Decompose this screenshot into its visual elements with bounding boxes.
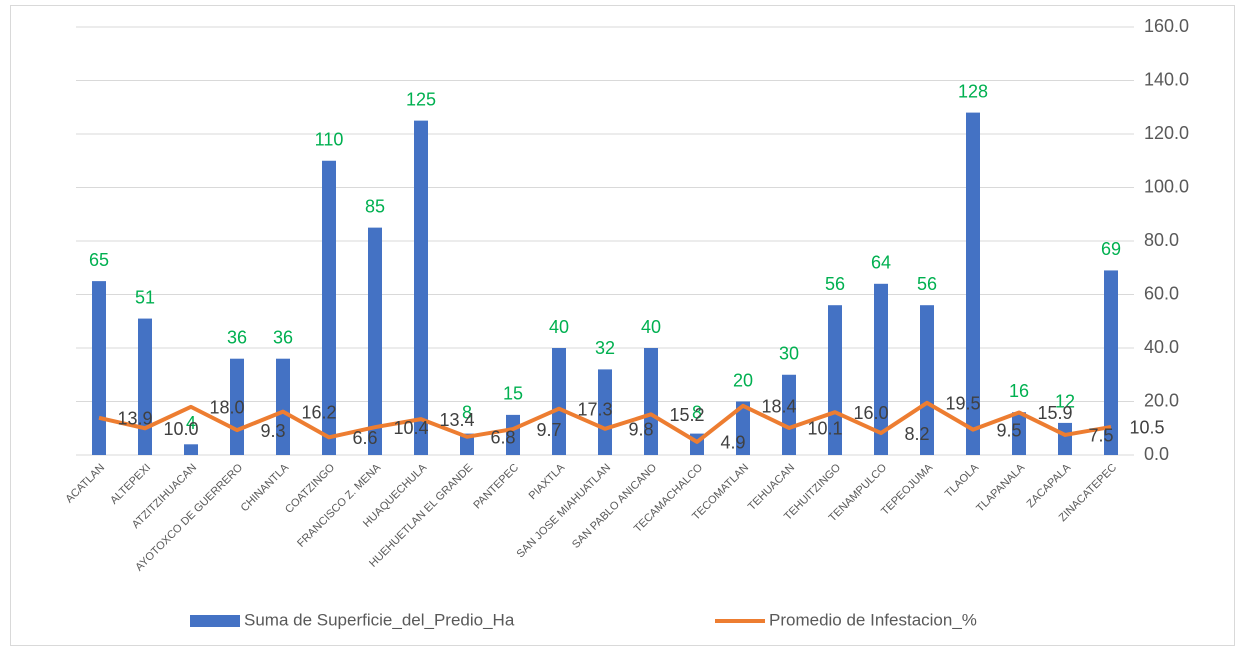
line-label: 9.3 <box>260 421 285 441</box>
bar <box>920 305 934 455</box>
bar-label: 69 <box>1101 239 1121 259</box>
bar-label: 40 <box>549 317 569 337</box>
bar <box>92 281 106 455</box>
bar <box>1104 270 1118 455</box>
bar-label: 15 <box>503 384 523 404</box>
line-label: 18.4 <box>761 397 796 417</box>
bar-label: 12 <box>1055 392 1075 412</box>
x-tick-label: PIAXTLA <box>527 461 568 502</box>
y-tick-label: 140.0 <box>1144 69 1189 89</box>
bar-label: 56 <box>917 274 937 294</box>
bar <box>184 444 198 455</box>
line-label: 4.9 <box>720 433 745 453</box>
y-tick-label: 100.0 <box>1144 176 1189 196</box>
x-tick-label: ACATLAN <box>63 462 107 506</box>
y-tick-label: 40.0 <box>1144 337 1179 357</box>
line-label: 16.0 <box>853 403 888 423</box>
bar-label: 32 <box>595 338 615 358</box>
legend-label: Promedio de Infestacion_% <box>769 610 977 629</box>
line-label: 9.8 <box>628 420 653 440</box>
bar <box>460 433 474 455</box>
bar-label: 8 <box>462 402 472 422</box>
bar <box>874 283 888 455</box>
line-label: 7.5 <box>1088 426 1113 446</box>
bar-label: 85 <box>365 196 385 216</box>
line-label: 10.1 <box>807 419 842 439</box>
line-label: 19.5 <box>945 394 980 414</box>
line-label: 10.5 <box>1129 418 1164 438</box>
bar <box>506 414 520 455</box>
x-tick-label: TLAOLA <box>943 461 982 500</box>
chart-border <box>10 5 1235 646</box>
line-label: 9.7 <box>536 420 561 440</box>
legend-swatch <box>190 615 240 627</box>
line-label: 9.5 <box>996 420 1021 440</box>
x-tick-label: PANTEPEC <box>471 462 521 512</box>
y-tick-label: 160.0 <box>1144 16 1189 36</box>
bar-label: 30 <box>779 344 799 364</box>
bar <box>1058 422 1072 455</box>
line-label: 18.0 <box>209 398 244 418</box>
bar-label: 4 <box>186 413 196 433</box>
line-label: 13.4 <box>439 410 474 430</box>
x-tick-label: ALTEPEXI <box>108 462 153 507</box>
bar-label: 110 <box>315 130 344 150</box>
bar <box>644 348 658 455</box>
line-label: 13.9 <box>117 409 152 429</box>
y-tick-label: 60.0 <box>1144 283 1179 303</box>
bar <box>552 348 566 455</box>
y-tick-label: 20.0 <box>1144 390 1179 410</box>
bar <box>230 358 244 455</box>
x-tick-label: TEHUACAN <box>746 462 797 513</box>
bar <box>966 112 980 455</box>
line <box>98 400 1112 444</box>
line-label: 6.8 <box>490 428 515 448</box>
bar <box>414 120 428 455</box>
bar-label: 64 <box>871 253 891 273</box>
bar-label: 40 <box>641 317 661 337</box>
bar-label: 56 <box>825 274 845 294</box>
bar-label: 36 <box>273 327 293 347</box>
bar <box>138 318 152 455</box>
line-label: 15.2 <box>669 405 704 425</box>
x-tick-label: SAN PABLO ANICANO <box>570 461 659 550</box>
x-tick-label: TLAPANALA <box>974 461 1027 514</box>
bar-label: 125 <box>406 89 436 109</box>
bar-label: 16 <box>1009 381 1029 401</box>
bar <box>368 227 382 455</box>
bar <box>828 305 842 455</box>
line-label: 17.3 <box>577 399 612 419</box>
y-tick-label: 120.0 <box>1144 123 1189 143</box>
bar-label: 65 <box>89 250 109 270</box>
legend-label: Suma de Superficie_del_Predio_Ha <box>244 610 515 629</box>
bar-label: 51 <box>135 287 155 307</box>
line-label: 10.0 <box>163 419 198 439</box>
bar-label: 8 <box>692 402 702 422</box>
line-label: 6.6 <box>352 428 377 448</box>
x-tick-label: FRANCISCO Z. MENA <box>295 461 383 549</box>
y-tick-label: 80.0 <box>1144 230 1179 250</box>
bar-label: 36 <box>227 327 247 347</box>
bar <box>276 358 290 455</box>
x-tick-label: ZACAPALA <box>1025 461 1074 510</box>
bar-label: 20 <box>733 370 753 390</box>
bar <box>736 401 750 455</box>
bar <box>782 374 796 455</box>
x-tick-label: SAN JOSE MIAHUATLAN <box>515 462 614 561</box>
y-tick-label: 0.0 <box>1144 444 1169 464</box>
line-label: 8.2 <box>904 424 929 444</box>
line-label: 10.4 <box>393 418 428 438</box>
line-label: 15.9 <box>1037 403 1072 423</box>
line-label: 16.2 <box>301 402 336 422</box>
bar <box>598 369 612 455</box>
bar-label: 128 <box>958 81 988 101</box>
bar <box>322 160 336 455</box>
bar <box>1012 412 1026 455</box>
